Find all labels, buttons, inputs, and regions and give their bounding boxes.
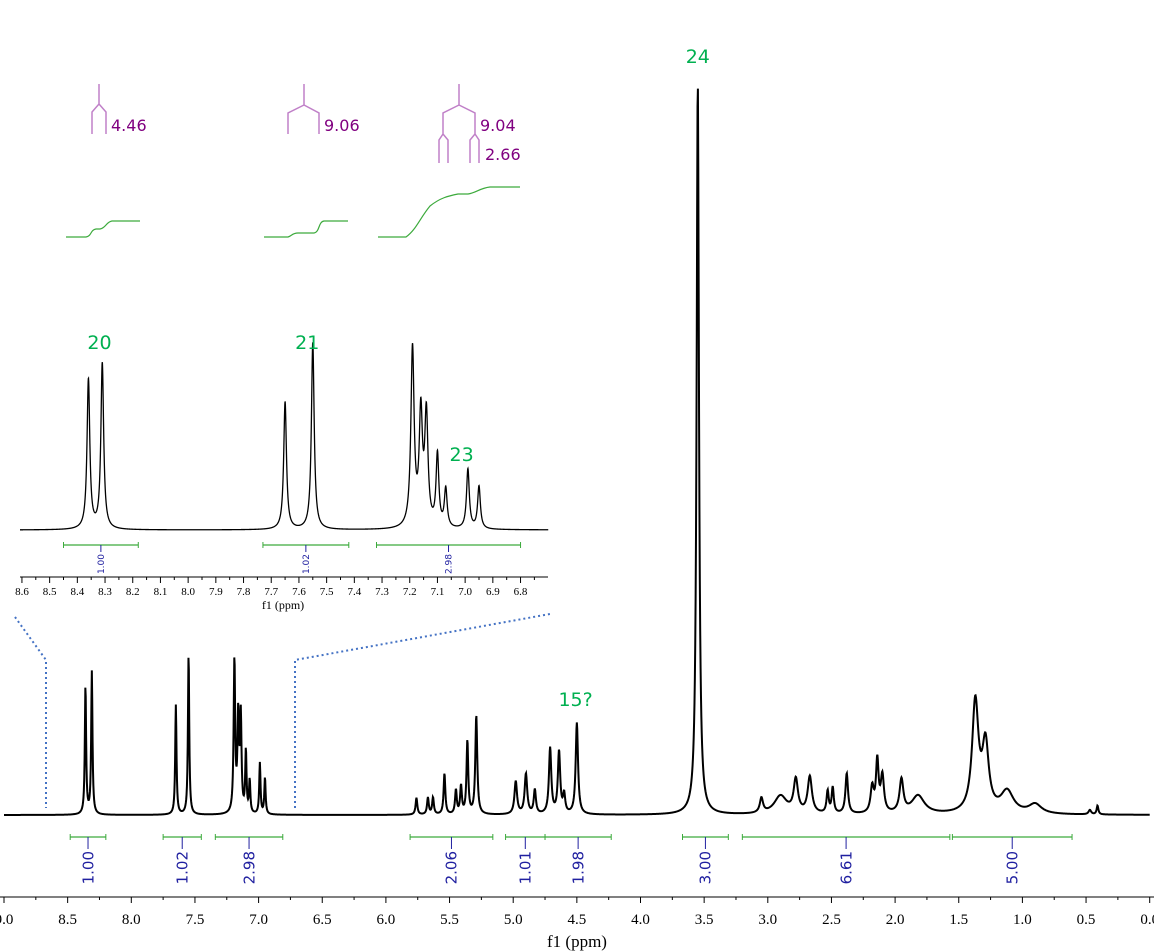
main-x-tick-label: 3.5	[695, 912, 714, 928]
main-x-tick-label: 0.0	[1140, 912, 1154, 928]
inset-x-tick-label: 8.1	[154, 586, 168, 598]
inset-peak-annotation: 21	[295, 332, 319, 354]
zoom-guide-right	[294, 613, 551, 808]
inset-integral-value: 2.98	[445, 554, 455, 574]
inset-x-tick-label: 8.6	[15, 586, 29, 598]
inset-peak-annotation: 23	[450, 444, 474, 466]
integral-curves	[66, 186, 520, 238]
inset-x-tick-label: 7.4	[347, 586, 361, 598]
main-x-tick-label: 2.0	[886, 912, 905, 928]
main-integral-value: 3.00	[697, 851, 715, 884]
inset-x-tick-label: 8.2	[126, 586, 140, 598]
multiplet-tree-dd	[438, 84, 480, 163]
main-integral-value: 1.01	[517, 851, 535, 884]
inset-x-tick-label: 8.3	[98, 586, 112, 598]
main-integral-value: 1.98	[569, 851, 587, 884]
main-spectrum-trace	[4, 88, 1150, 816]
zoom-guide-left	[14, 616, 47, 808]
inset-x-tick-label: 8.4	[70, 586, 84, 598]
inset-integral-value: 1.00	[97, 554, 107, 574]
main-spectrum: 9.0 8.5 8.0 7.5 7.0 6.5 6.0 5.5 5.0 4.5 4.0 3.5 3.0 2…	[0, 46, 1154, 951]
main-integral-value: 1.00	[79, 851, 97, 884]
main-integral-value: 2.06	[443, 851, 461, 884]
multiplet-trees	[91, 84, 480, 163]
main-integral-value: 5.00	[1003, 851, 1021, 884]
integral-curve-2	[264, 220, 348, 238]
main-x-tick-label: 4.0	[631, 912, 650, 928]
integral-curve-3	[378, 186, 520, 238]
inset-x-tick-label: 6.8	[514, 586, 528, 598]
inset-peak-annotation: 20	[87, 332, 111, 354]
main-x-tick-label: 0.5	[1077, 912, 1096, 928]
main-x-tick-label: 5.0	[504, 912, 523, 928]
main-x-tick-label: 8.5	[58, 912, 77, 928]
multiplet-value: 9.04	[480, 116, 516, 135]
multiplet-labels: 4.46 9.06 9.04 2.66	[111, 116, 521, 164]
inset-x-tick-label: 7.2	[403, 586, 417, 598]
inset-x-tick-label: 7.0	[458, 586, 472, 598]
inset-integral-value: 1.02	[302, 554, 312, 574]
main-x-tick-label: 3.0	[758, 912, 777, 928]
main-x-tick-label: 1.5	[949, 912, 968, 928]
inset-x-tick-label: 8.5	[43, 586, 57, 598]
inset-x-tick-label: 7.8	[237, 586, 251, 598]
multiplet-tree-doublet-1	[91, 84, 107, 134]
main-x-tick-label: 7.5	[186, 912, 205, 928]
main-x-tick-label: 5.5	[440, 912, 459, 928]
multiplet-value: 2.66	[485, 145, 521, 164]
main-x-tick-label: 6.5	[313, 912, 332, 928]
main-x-tick-label: 8.0	[122, 912, 141, 928]
inset-x-tick-label: 7.3	[375, 586, 389, 598]
inset-x-axis-title: f1 (ppm)	[262, 598, 304, 612]
inset-zoom-guides	[14, 613, 551, 808]
main-integral-value: 6.61	[837, 851, 855, 884]
main-peak-annotation: 24	[686, 46, 710, 68]
main-x-tick-label: 9.0	[0, 912, 13, 928]
multiplet-tree-doublet-2	[287, 84, 320, 134]
main-integral-value: 1.02	[173, 851, 191, 884]
main-peak-annotation: 15?	[558, 689, 592, 711]
main-x-tick-label: 7.0	[249, 912, 268, 928]
inset-x-tick-label: 7.1	[431, 586, 445, 598]
inset-x-tick-label: 7.6	[292, 586, 306, 598]
inset-x-tick-label: 8.0	[181, 586, 195, 598]
main-x-tick-label: 1.0	[1013, 912, 1032, 928]
inset-x-tick-label: 7.7	[264, 586, 278, 598]
inset-x-tick-label: 7.9	[209, 586, 223, 598]
main-x-tick-label: 4.5	[567, 912, 586, 928]
multiplet-value: 4.46	[111, 116, 147, 135]
main-integral-value: 2.98	[240, 851, 258, 884]
main-x-tick-label: 6.0	[377, 912, 396, 928]
inset-x-tick-label: 6.9	[486, 586, 500, 598]
inset-spectrum-trace	[20, 342, 549, 531]
inset-x-tick-label: 7.5	[320, 586, 334, 598]
inset-spectrum: 8.6 8.5 8.4 8.3 8.2 8.1 8.0 7.9 7.8 7.7 7.6 7.5 7.4 7…	[15, 332, 549, 612]
main-x-tick-label: 2.5	[822, 912, 841, 928]
multiplet-value: 9.06	[324, 116, 360, 135]
integral-curve-1	[66, 220, 140, 238]
main-x-axis-title: f1 (ppm)	[547, 932, 607, 951]
